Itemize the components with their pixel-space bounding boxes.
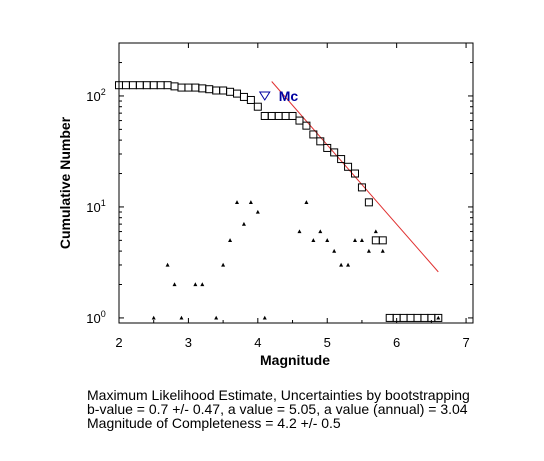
noncumulative-point	[366, 248, 371, 253]
y-tick-label: 102	[86, 87, 105, 104]
noncumulative-point	[200, 282, 205, 287]
y-tick-label: 101	[86, 198, 105, 215]
noncumulative-point	[214, 315, 219, 320]
cumulative-point	[316, 137, 325, 146]
noncumulative-point	[179, 315, 184, 320]
noncumulative-point	[436, 315, 441, 320]
cumulative-point	[351, 169, 359, 178]
noncumulative-point	[346, 262, 351, 267]
caption-line-bvalue: b-value = 0.7 +/- 0.47, a value = 5.05, …	[87, 401, 468, 417]
plot-frame	[118, 42, 474, 324]
noncumulative-point	[353, 238, 357, 242]
mc-marker-group: Mc	[258, 88, 299, 104]
x-axis-label: Magnitude	[260, 352, 330, 368]
y-tick-exponent: 0	[101, 309, 106, 319]
noncumulative-point	[297, 229, 302, 234]
cumulative-point	[323, 143, 332, 152]
caption-line-mc: Magnitude of Completeness = 4.2 +/- 0.5	[87, 415, 341, 431]
y-axis-label: Cumulative Number	[57, 116, 73, 249]
noncumulative-point	[373, 229, 378, 234]
cumulative-point	[344, 162, 353, 171]
noncumulative-point	[235, 200, 239, 204]
noncumulative-point	[241, 221, 246, 226]
noncumulative-point	[228, 238, 233, 242]
cumulative-point	[295, 116, 304, 125]
noncumulative-point	[221, 262, 226, 267]
cumulative-point	[330, 148, 339, 157]
mc-triangle-icon	[258, 91, 271, 101]
x-tick-label: 6	[393, 335, 400, 350]
noncumulative-point	[325, 238, 330, 242]
noncumulative-point	[359, 238, 364, 242]
noncumulative-point	[248, 200, 253, 204]
estimate-caption: Maximum Likelihood Estimate, Uncertainti…	[87, 388, 470, 430]
noncumulative-point	[339, 262, 344, 267]
x-tick-label: 4	[254, 335, 261, 350]
noncumulative-point	[380, 248, 385, 253]
noncumulative-point	[262, 315, 267, 320]
mc-label: Mc	[279, 88, 299, 104]
y-tick-label: 100	[86, 309, 105, 326]
caption-line-method: Maximum Likelihood Estimate, Uncertainti…	[87, 387, 470, 403]
cumulative-point	[246, 95, 255, 104]
x-tick-label: 3	[185, 335, 192, 350]
cumulative-point	[357, 183, 366, 192]
noncumulative-point	[151, 315, 156, 320]
y-tick-exponent: 2	[101, 87, 106, 97]
noncumulative-point	[311, 238, 316, 242]
cumulative-point	[288, 111, 297, 120]
noncumulative-point	[304, 200, 309, 204]
cumulative-point	[434, 313, 443, 322]
y-tick-exponent: 1	[101, 198, 106, 208]
cumulative-point	[302, 121, 311, 130]
cumulative-point	[378, 236, 387, 245]
cumulative-point	[337, 155, 346, 164]
noncumulative-point	[172, 282, 177, 287]
cumulative-point	[253, 102, 262, 111]
x-tick-label: 2	[115, 335, 122, 350]
cumulative-point	[309, 130, 318, 139]
noncumulative-series	[151, 200, 441, 320]
noncumulative-point	[332, 248, 337, 253]
noncumulative-point	[318, 229, 323, 234]
cumulative-point	[364, 198, 373, 207]
noncumulative-point	[193, 282, 198, 287]
x-tick-label: 7	[462, 335, 469, 350]
noncumulative-point	[255, 209, 260, 214]
noncumulative-point	[165, 262, 170, 267]
cumulative-series	[115, 81, 443, 322]
x-tick-label: 5	[324, 335, 331, 350]
